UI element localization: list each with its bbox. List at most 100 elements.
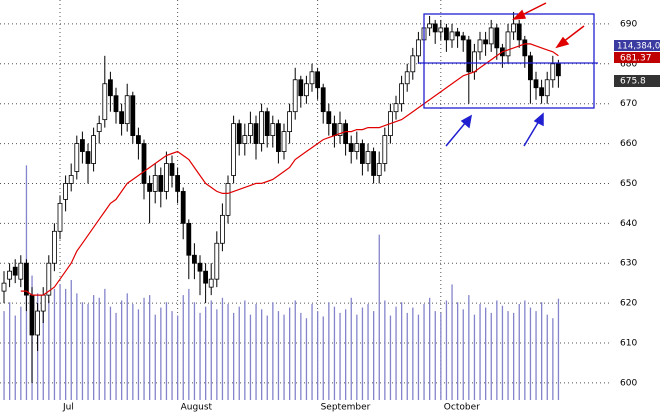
candle-body [382,135,388,164]
badge-bg [614,75,660,87]
candle-body [35,310,40,336]
candle-body [309,71,315,85]
candle-body [438,27,444,33]
candle-body [471,51,477,73]
volume-bar [518,304,520,400]
candle-body [18,262,24,280]
volume-bar [513,312,515,400]
candle-body [528,55,533,81]
candle-body [270,123,276,136]
y-tick-label: 600 [620,378,637,388]
badge-bg [614,52,660,63]
candle-body [57,202,63,232]
volume-bar [14,315,16,400]
candle-body [147,183,153,192]
red-arrows [512,2,585,49]
volume-bar [109,306,112,400]
candle-body [371,151,377,176]
volume-bar [356,314,358,400]
candle-body [303,83,309,97]
volume-bar [524,300,526,400]
volume-bar [249,314,252,400]
y-tick-label: 630 [620,259,637,269]
candle-body [63,183,68,200]
volume-bar [3,311,5,400]
volume-bar [177,315,179,400]
volume-bar [401,302,403,400]
volume-bar [199,312,201,400]
volume-bar [233,312,235,400]
volume-layer [3,165,560,400]
volume-bar [423,304,425,400]
volume-bar [53,288,56,400]
candle-body [169,163,175,176]
volume-bar [20,306,22,400]
volume-bar [76,293,78,400]
candle-body [108,79,113,97]
volume-bar [457,302,459,400]
volume-bar [373,311,375,400]
volume-bar [137,309,140,400]
candle-body [80,139,85,152]
candle-body [326,111,332,125]
candle-body [124,95,130,125]
volume-bar [395,306,397,400]
volume-bar [300,312,302,400]
volume-bar [322,316,324,400]
volume-bar [93,295,95,400]
x-tick-label: October [444,403,480,412]
volume-bar [165,302,168,400]
volume-bar [384,300,386,400]
candle-body [219,214,225,244]
candle-body [483,39,489,45]
volume-bar [59,284,61,400]
candle-body [556,63,561,77]
annotations [418,2,598,147]
candle-body [85,151,91,164]
candle-body [432,23,438,33]
candle-body [12,266,18,276]
y-tick-label: 620 [620,299,637,309]
volume-bar [81,302,84,400]
volume-bar [378,234,380,400]
candle-body [320,87,326,113]
candle-body [191,254,197,264]
volume-bar [507,311,509,400]
candle-body [253,123,259,144]
candle-body [231,123,237,176]
volume-bar [345,309,347,400]
volume-bar [272,302,274,400]
y-tick-label: 640 [620,219,637,229]
volume-bar [417,314,420,400]
candle-body [550,63,556,81]
candle-body [208,278,214,288]
candle-body [522,39,528,57]
volume-bar [501,305,504,400]
volume-bar [305,318,308,400]
volume-bar [87,304,89,400]
badge: 114,384,0 [617,42,660,52]
volume-bar [440,312,442,400]
volume-bar [496,300,498,400]
candle-body [259,111,265,144]
y-tick-label: 670 [620,99,637,109]
candle-body [214,242,220,280]
candle-body [460,35,466,41]
volume-bar [48,300,50,400]
candle-body [337,123,343,136]
volume-bar [261,309,263,400]
volume-bar [171,311,173,400]
volume-bar [339,312,341,400]
volume-bar [154,314,156,400]
volume-bar [333,306,336,400]
candle-body [119,111,124,125]
candle-body [415,39,421,57]
candle-body [427,23,433,29]
volume-bar [121,300,123,400]
candle-body [331,123,337,136]
volume-bar [65,288,67,400]
candle-body [544,79,550,97]
candle-body [197,262,203,272]
candle-body [404,71,410,85]
